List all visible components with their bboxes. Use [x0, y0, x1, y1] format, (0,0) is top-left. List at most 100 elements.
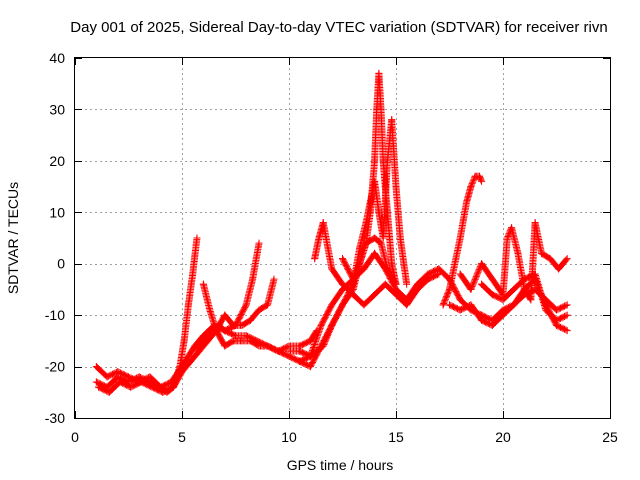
data-point [246, 337, 254, 345]
data-point [206, 332, 214, 340]
y-tick-label: 40 [49, 50, 65, 66]
data-point [238, 321, 246, 329]
x-axis-label: GPS time / hours [287, 457, 394, 473]
data-point [553, 306, 560, 314]
y-tick-label: 10 [49, 204, 65, 220]
data-point [193, 347, 201, 355]
data-point [311, 255, 319, 263]
data-point [553, 316, 560, 324]
data-point [478, 280, 486, 288]
data-series [311, 219, 443, 309]
data-point [396, 234, 404, 242]
data-point [520, 285, 528, 293]
data-point [362, 219, 370, 227]
data-point [546, 255, 554, 263]
data-point [478, 316, 486, 324]
data-point [92, 378, 100, 386]
data-layer [92, 69, 571, 396]
x-tick-label: 20 [495, 429, 511, 445]
data-segment [388, 116, 400, 189]
data-point [360, 301, 368, 309]
data-point [339, 255, 346, 263]
grid-layer [75, 58, 610, 418]
data-point [127, 383, 135, 391]
data-point [510, 285, 518, 293]
tick-layer: 0 5 10 15 20 25 -30 -20 -10 0 10 20 30 40 [45, 50, 618, 445]
data-point [439, 301, 447, 309]
data-point [413, 280, 421, 288]
data-point [520, 275, 528, 283]
data-point [189, 270, 197, 278]
data-point [238, 337, 246, 345]
data-segment [242, 277, 256, 309]
data-point [435, 265, 443, 273]
data-point [403, 296, 411, 304]
data-series [439, 172, 486, 309]
data-point [221, 311, 229, 319]
y-tick-label: -30 [45, 410, 65, 426]
data-point [563, 255, 571, 263]
data-point [229, 337, 237, 345]
x-tick-label: 0 [71, 429, 79, 445]
data-point [381, 280, 389, 288]
data-point [255, 306, 263, 314]
data-point [221, 327, 229, 335]
data-point [371, 249, 379, 257]
data-point [317, 321, 325, 329]
plot-frame [74, 57, 611, 419]
data-segment [319, 219, 335, 271]
data-point [467, 285, 475, 293]
data-point [467, 183, 475, 191]
data-point [371, 157, 379, 165]
data-series [478, 270, 571, 324]
data-point [371, 291, 379, 299]
data-point [475, 172, 483, 180]
data-point [386, 234, 394, 242]
data-point [159, 388, 167, 396]
data-point [193, 234, 201, 242]
data-point [377, 105, 385, 113]
chart-title: Day 001 of 2025, Sidereal Day-to-day VTE… [70, 19, 607, 36]
data-point [135, 373, 143, 381]
data-point [510, 301, 518, 309]
data-point [467, 301, 475, 309]
data-point [264, 301, 272, 309]
data-point [446, 301, 453, 309]
data-point [527, 296, 535, 304]
data-point [366, 198, 374, 206]
data-point [95, 383, 103, 391]
x-tick-label: 10 [281, 429, 297, 445]
data-segment [189, 236, 201, 278]
data-point [379, 234, 387, 242]
data-point [116, 378, 124, 386]
data-point [114, 373, 122, 381]
data-point [456, 270, 464, 278]
data-point [105, 388, 113, 396]
data-point [255, 342, 263, 350]
data-point [488, 321, 496, 329]
data-point [255, 239, 263, 247]
data-point [388, 116, 396, 124]
data-point [383, 157, 391, 165]
data-point [392, 285, 400, 293]
y-tick-label: 20 [49, 153, 65, 169]
data-point [563, 311, 571, 319]
data-point [456, 234, 464, 242]
data-point [178, 368, 186, 376]
data-point [148, 383, 156, 391]
data-point [488, 275, 496, 283]
data-point [199, 280, 207, 288]
data-point [199, 337, 207, 345]
data-point [242, 301, 250, 309]
data-point [371, 177, 379, 185]
data-point [169, 383, 177, 391]
data-segment [199, 280, 213, 312]
data-point [339, 280, 346, 288]
data-point [328, 301, 336, 309]
data-point [349, 291, 357, 299]
data-series [456, 219, 571, 304]
data-point [488, 291, 496, 299]
data-point [306, 363, 314, 371]
data-point [319, 219, 327, 227]
